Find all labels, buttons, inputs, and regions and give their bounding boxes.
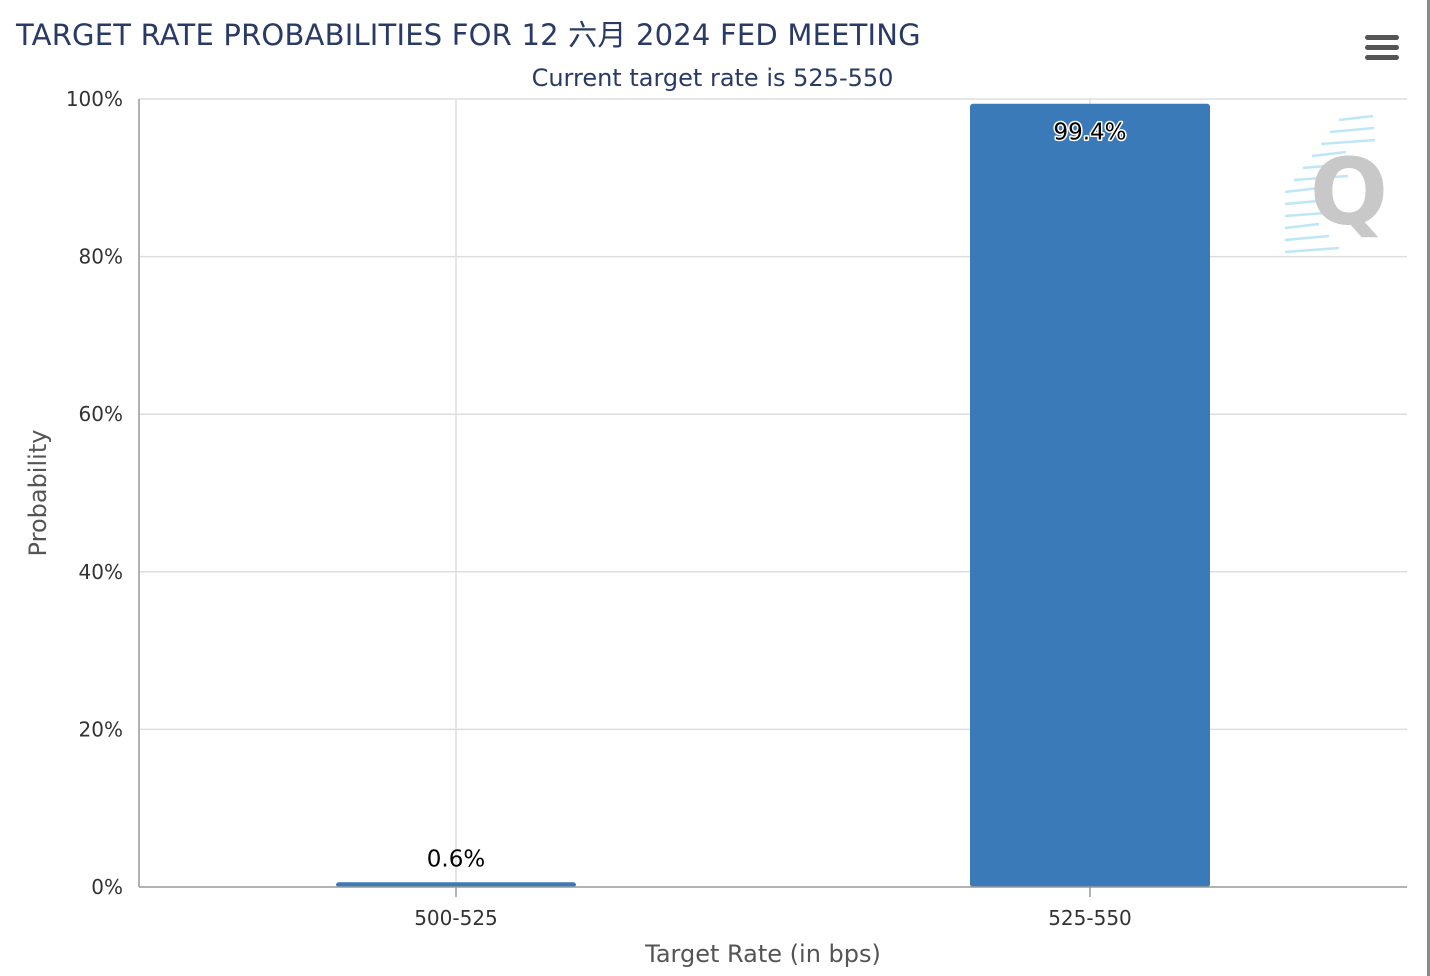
bar-500-525 (336, 882, 576, 887)
y-tick-label: 20% (79, 717, 123, 741)
data-label: 0.6% (427, 846, 485, 872)
watermark-stripe (1311, 150, 1347, 158)
watermark-stripe (1293, 174, 1349, 182)
watermark-stripe (1302, 162, 1348, 170)
watermark-stripe (1284, 246, 1340, 254)
y-tick-label: 0% (91, 875, 123, 899)
data-labels: 0.6% 99.4% (427, 118, 1128, 872)
chart-menu-button[interactable] (1362, 30, 1402, 66)
y-tick-label: 100% (66, 87, 123, 111)
grid-lines (139, 98, 1407, 887)
y-tick-label: 80% (79, 245, 123, 269)
y-axis-title: Probability (24, 430, 52, 557)
watermark-stripe (1284, 186, 1320, 194)
x-tick-label: 500-525 (414, 906, 498, 930)
watermark-stripe (1320, 138, 1376, 146)
data-label: 99.4% (1053, 120, 1126, 146)
watermark-stripe (1338, 114, 1374, 122)
y-tick-label: 40% (79, 560, 123, 584)
x-axis-title: Target Rate (in bps) (644, 940, 881, 968)
chart-subtitle: Current target rate is 525-550 (531, 64, 894, 92)
bars (336, 103, 1210, 887)
watermark-stripe (1284, 222, 1320, 230)
watermark-q-icon: Q (1284, 114, 1388, 254)
watermark-stripe (1284, 234, 1330, 242)
y-tick-label: 60% (79, 402, 123, 426)
watermark-letter: Q (1310, 139, 1388, 246)
watermark-stripe (1329, 126, 1375, 134)
chart-title: TARGET RATE PROBABILITIES FOR 12 六月 2024… (16, 18, 921, 52)
axes: 0% 20% 40% 60% 80% 100% 500-525 525-550 (66, 87, 1407, 930)
bar-525-550 (970, 103, 1210, 887)
watermark-stripe (1284, 210, 1340, 218)
x-tick-label: 525-550 (1048, 906, 1132, 930)
watermark-stripe (1284, 198, 1330, 206)
